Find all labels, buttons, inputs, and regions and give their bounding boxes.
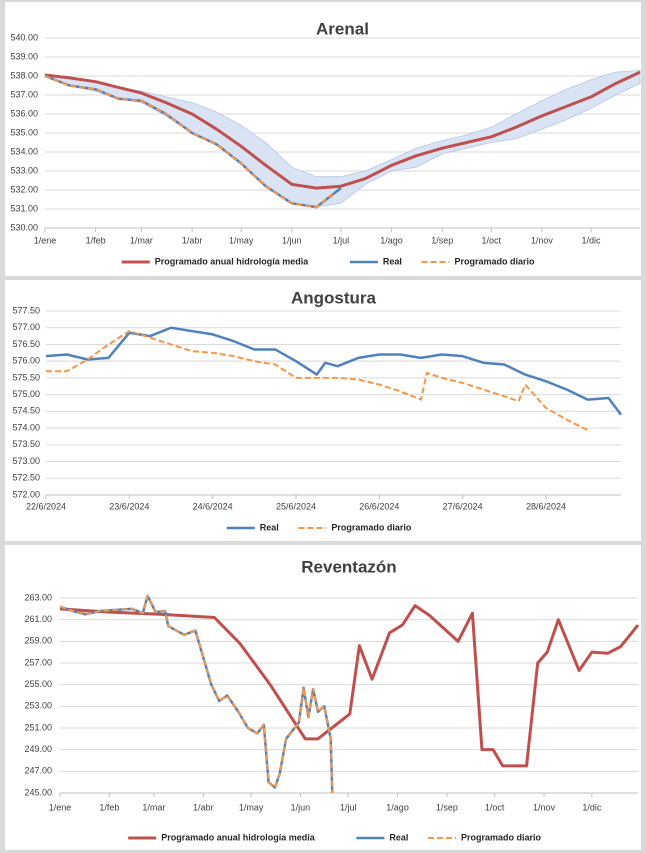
y-tick-label: 263.00 <box>24 592 52 602</box>
panel <box>5 280 641 541</box>
x-tick-label: 1/mar <box>142 802 165 812</box>
chart-title: Arenal <box>316 19 369 38</box>
x-tick-label: 28/6/2024 <box>526 501 566 511</box>
x-tick-label: 1/jun <box>291 802 311 812</box>
x-tick-label: 1/mar <box>130 235 153 245</box>
x-tick-label: 1/jun <box>282 235 302 245</box>
y-tick-label: 540.00 <box>10 32 38 42</box>
x-tick-label: 1/nov <box>531 235 554 245</box>
series-line <box>45 326 623 416</box>
x-tick-label: 1/ene <box>49 802 72 812</box>
x-tick-label: 1/ago <box>380 235 403 245</box>
y-tick-label: 533.00 <box>10 165 38 175</box>
chart-title: Reventazón <box>301 557 396 576</box>
legend-label: Real <box>260 522 279 532</box>
series-line <box>44 75 334 209</box>
y-tick-label: 530.00 <box>10 222 38 232</box>
x-tick-label: 1/oct <box>481 235 501 245</box>
x-tick-label: 1/feb <box>99 802 119 812</box>
x-tick-label: 1/abr <box>193 802 214 812</box>
x-tick-label: 1/ene <box>34 235 57 245</box>
x-tick-label: 1/jul <box>333 235 350 245</box>
y-tick-label: 575.00 <box>12 389 40 399</box>
y-tick-label: 576.00 <box>12 356 40 366</box>
y-tick-label: 574.00 <box>12 422 40 432</box>
x-tick-label: 1/oct <box>485 802 505 812</box>
y-tick-label: 253.00 <box>24 701 52 711</box>
x-tick-label: 1/dic <box>581 235 601 245</box>
x-tick-label: 1/jul <box>340 802 357 812</box>
x-tick-label: 1/dic <box>582 802 602 812</box>
series-line <box>59 594 334 794</box>
x-tick-label: 1/nov <box>533 802 556 812</box>
y-tick-label: 535.00 <box>10 127 38 137</box>
y-tick-label: 247.00 <box>24 766 52 776</box>
x-tick-label: 1/abr <box>182 235 203 245</box>
y-tick-label: 537.00 <box>10 89 38 99</box>
x-tick-label: 1/sep <box>436 802 458 812</box>
y-tick-label: 255.00 <box>24 679 52 689</box>
legend-label: Programado anual hidrología media <box>161 832 316 842</box>
legend-label: Programado diario <box>331 522 412 532</box>
legend-label: Real <box>383 256 402 266</box>
series-line <box>46 330 591 433</box>
y-tick-label: 259.00 <box>24 636 52 646</box>
legend-label: Programado diario <box>461 832 542 842</box>
y-tick-label: 261.00 <box>24 614 52 624</box>
x-tick-label: 22/6/2024 <box>26 501 66 511</box>
series-line <box>44 70 641 190</box>
y-tick-label: 539.00 <box>10 51 38 61</box>
y-tick-label: 577.00 <box>12 322 40 332</box>
y-tick-label: 573.50 <box>12 439 40 449</box>
y-tick-label: 257.00 <box>24 657 52 667</box>
x-tick-label: 24/6/2024 <box>193 501 233 511</box>
y-tick-label: 245.00 <box>24 787 52 797</box>
y-tick-label: 538.00 <box>10 70 38 80</box>
legend-label: Programado anual hidrología media <box>155 256 310 266</box>
x-tick-label: 1/feb <box>86 235 106 245</box>
y-tick-label: 573.00 <box>12 456 40 466</box>
y-tick-label: 536.00 <box>10 108 38 118</box>
x-tick-label: 26/6/2024 <box>359 501 399 511</box>
legend-label: Programado diario <box>455 256 536 266</box>
panel <box>5 2 641 276</box>
y-tick-label: 249.00 <box>24 744 52 754</box>
x-tick-label: 25/6/2024 <box>276 501 316 511</box>
x-tick-label: 1/sep <box>431 235 453 245</box>
x-tick-label: 1/may <box>229 235 254 245</box>
x-tick-label: 1/ago <box>386 802 409 812</box>
y-tick-label: 531.00 <box>10 203 38 213</box>
chart-title: Angostura <box>291 288 377 307</box>
x-tick-label: 1/may <box>239 802 264 812</box>
x-tick-label: 27/6/2024 <box>443 501 483 511</box>
y-tick-label: 534.00 <box>10 146 38 156</box>
y-tick-label: 251.00 <box>24 722 52 732</box>
y-tick-label: 575.50 <box>12 372 40 382</box>
y-tick-label: 572.00 <box>12 489 40 499</box>
x-tick-label: 23/6/2024 <box>109 501 149 511</box>
y-tick-label: 574.50 <box>12 406 40 416</box>
series-line <box>59 604 640 768</box>
y-tick-label: 576.50 <box>12 339 40 349</box>
y-tick-label: 572.50 <box>12 473 40 483</box>
y-tick-label: 532.00 <box>10 184 38 194</box>
legend-label: Real <box>389 832 408 842</box>
y-tick-label: 577.50 <box>12 305 40 315</box>
